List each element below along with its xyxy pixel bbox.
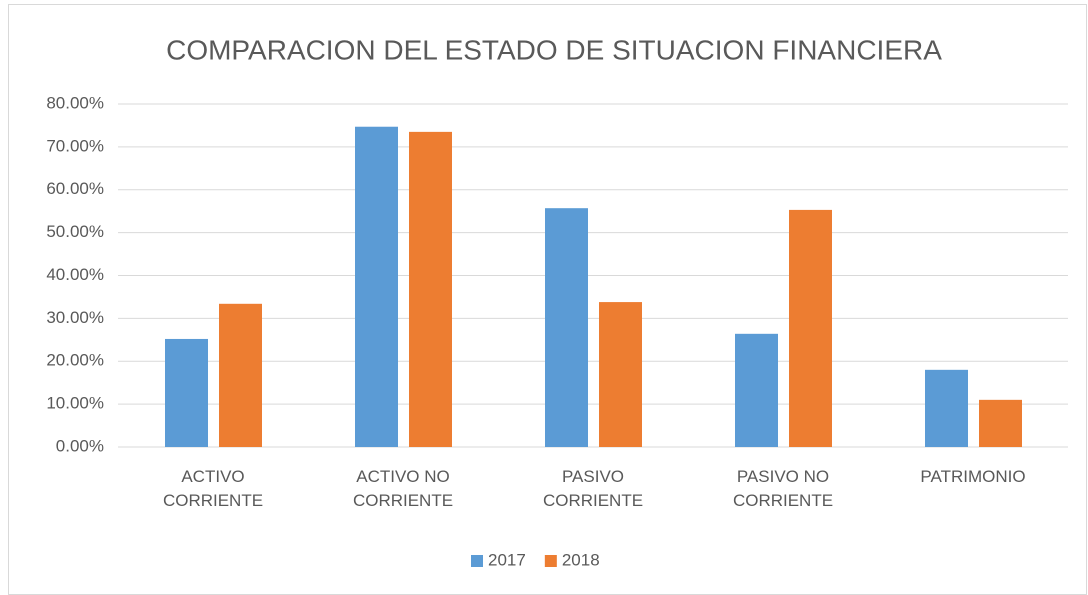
x-tick-label: ACTIVO CORRIENTE xyxy=(162,467,264,510)
bar xyxy=(789,209,832,447)
y-tick-label: 20.00% xyxy=(46,351,104,370)
x-tick-label: PASIVO NO CORRIENTE xyxy=(732,467,834,510)
legend-swatch xyxy=(544,555,557,567)
y-tick-label: 0.00% xyxy=(56,436,104,455)
y-tick-label: 10.00% xyxy=(46,394,104,413)
y-tick-label: 70.00% xyxy=(46,136,104,155)
bar xyxy=(925,369,968,447)
x-tick-label: ACTIVO NO CORRIENTE xyxy=(352,467,454,510)
y-tick-label: 60.00% xyxy=(46,179,104,198)
bar xyxy=(219,303,262,447)
bar xyxy=(735,333,778,447)
legend-swatch xyxy=(471,555,483,567)
y-tick-label: 50.00% xyxy=(46,222,104,241)
bar xyxy=(165,338,208,447)
bar xyxy=(979,399,1022,447)
y-tick-label: 30.00% xyxy=(46,308,104,327)
legend-label: 2018 xyxy=(562,550,600,569)
bar xyxy=(409,131,452,447)
x-tick-label: PASIVO CORRIENTE xyxy=(542,467,644,510)
y-tick-label: 80.00% xyxy=(46,93,104,112)
legend-label: 2017 xyxy=(488,550,526,569)
bar xyxy=(599,302,642,447)
chart-title: COMPARACION DEL ESTADO DE SITUACION FINA… xyxy=(166,34,942,65)
y-tick-label: 40.00% xyxy=(46,265,104,284)
bar xyxy=(545,208,588,447)
bar xyxy=(355,126,398,447)
x-tick-label: PATRIMONIO xyxy=(920,467,1026,486)
